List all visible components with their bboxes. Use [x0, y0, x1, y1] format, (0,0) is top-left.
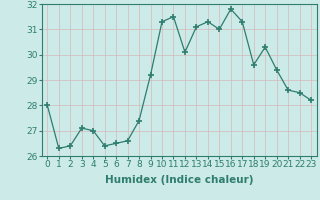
X-axis label: Humidex (Indice chaleur): Humidex (Indice chaleur) — [105, 175, 253, 185]
